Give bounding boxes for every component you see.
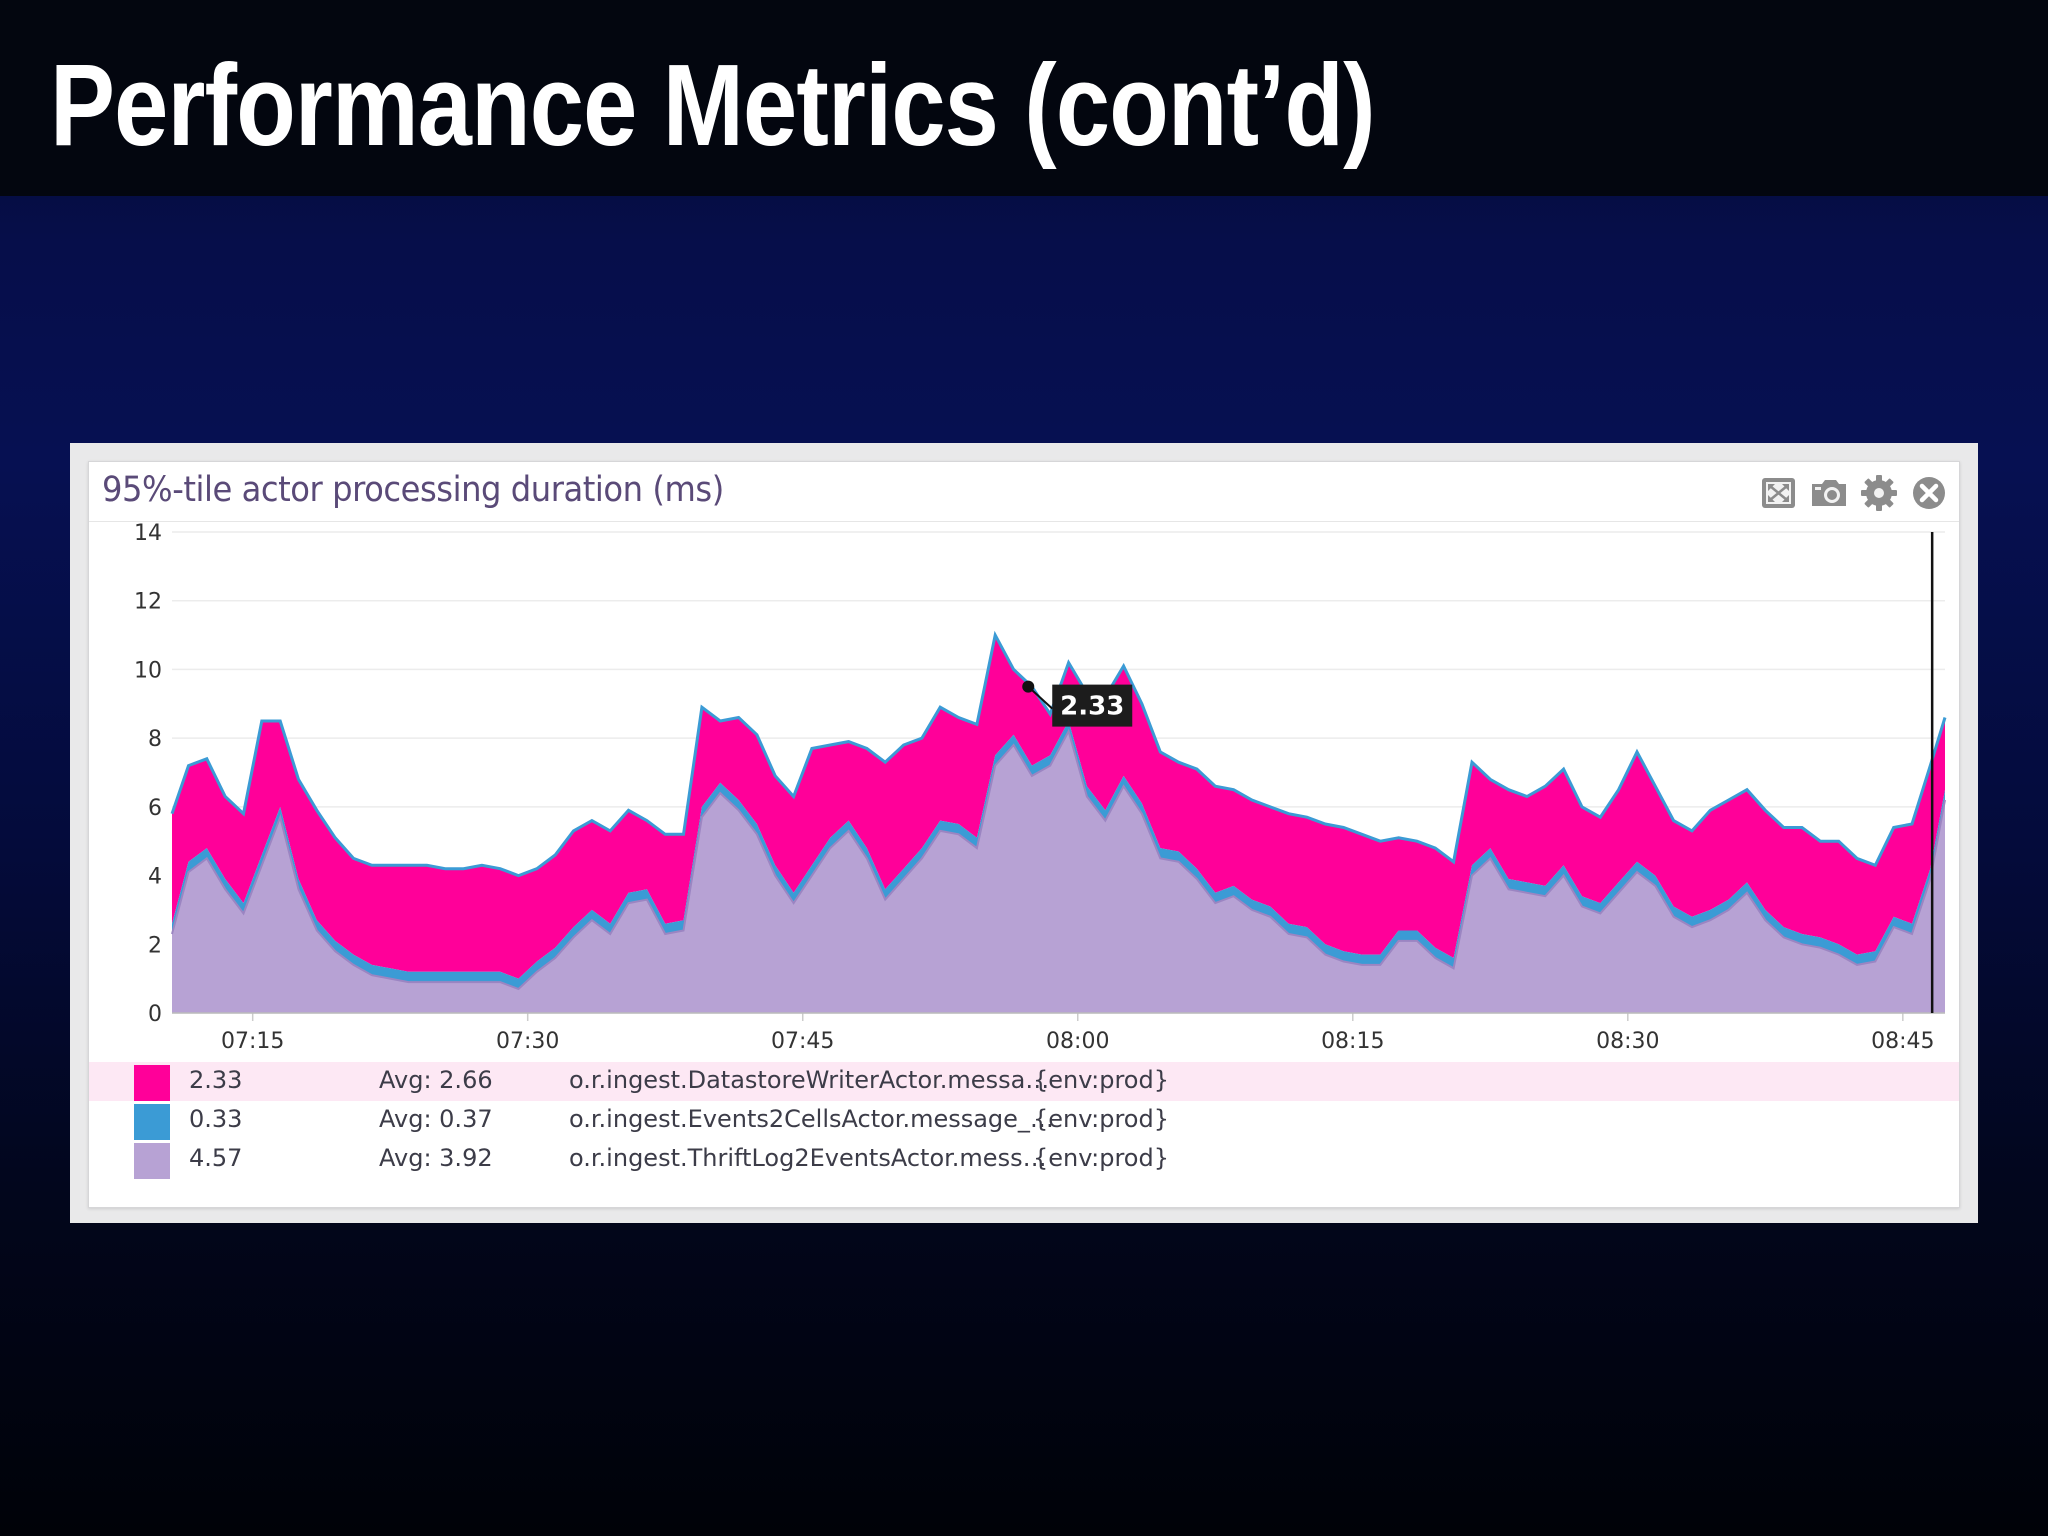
tooltip-box [1052,684,1133,727]
legend-value: 4.57 [189,1144,243,1172]
x-tick-label: 08:30 [1596,1029,1659,1054]
x-tick-label: 08:00 [1046,1029,1109,1054]
x-tick-label: 07:15 [221,1029,284,1054]
legend-metric-name: o.r.ingest.Events2CellsActor.message_… [569,1105,1054,1133]
legend-row-datastore[interactable]: 2.33 Avg: 2.66 o.r.ingest.DatastoreWrite… [89,1062,1959,1101]
legend-tag: {env:prod} [1033,1105,1169,1133]
series-line-thrift [171,728,1946,991]
legend-metric-name: o.r.ingest.ThriftLog2EventsActor.mess… [569,1144,1047,1172]
series-area-datastore [172,635,1945,979]
fullscreen-icon[interactable] [1759,473,1799,513]
y-tick-label: 12 [134,590,162,615]
close-icon[interactable] [1909,473,1949,513]
x-tick-label: 08:45 [1871,1029,1934,1054]
gear-icon[interactable] [1859,473,1899,513]
series-area-thrift [172,731,1945,1013]
y-tick-label: 14 [134,521,162,546]
timeseries-widget: 95%-tile actor processing duration (ms) [88,461,1960,1208]
x-tick-label: 08:15 [1321,1029,1384,1054]
legend-swatch [134,1065,170,1101]
x-tick-label: 07:30 [496,1029,559,1054]
legend-tag: {env:prod} [1033,1066,1169,1094]
y-tick-label: 6 [148,796,162,821]
title-divider [89,521,1959,522]
legend-swatch [134,1143,170,1179]
camera-icon[interactable] [1809,473,1849,513]
slide-title: Performance Metrics (cont’d) [50,40,1376,170]
legend-avg: Avg: 0.37 [379,1105,493,1133]
legend-value: 2.33 [189,1066,243,1094]
y-tick-label: 0 [148,1002,162,1027]
y-tick-label: 8 [148,727,162,752]
tooltip-value: 2.33 [1060,692,1124,722]
legend-row-thrift[interactable]: 4.57 Avg: 3.92 o.r.ingest.ThriftLog2Even… [89,1140,1959,1179]
series-area-events2cells [172,721,1945,989]
legend-avg: Avg: 2.66 [379,1066,493,1094]
dashboard-screenshot: 95%-tile actor processing duration (ms) [70,443,1978,1223]
y-tick-label: 10 [134,658,162,683]
legend-tag: {env:prod} [1033,1144,1169,1172]
y-tick-label: 2 [148,933,162,958]
tooltip-leader [1027,685,1053,710]
legend-swatch [134,1104,170,1140]
x-tick-label: 07:45 [771,1029,834,1054]
widget-toolbar [1759,473,1949,513]
stacked-area-chart[interactable]: 0 2 4 6 8 10 12 14 07:15 07:30 07:45 08:00 08:15 08:3… [89,462,1959,1062]
legend-value: 0.33 [189,1105,243,1133]
legend-metric-name: o.r.ingest.DatastoreWriterActor.messa… [569,1066,1050,1094]
slide-title-bar: Performance Metrics (cont’d) [0,0,2048,196]
legend-row-events2cells[interactable]: 0.33 Avg: 0.37 o.r.ingest.Events2CellsAc… [89,1101,1959,1140]
y-tick-label: 4 [148,865,162,890]
widget-title: 95%-tile actor processing duration (ms) [102,470,724,510]
legend-avg: Avg: 3.92 [379,1144,493,1172]
